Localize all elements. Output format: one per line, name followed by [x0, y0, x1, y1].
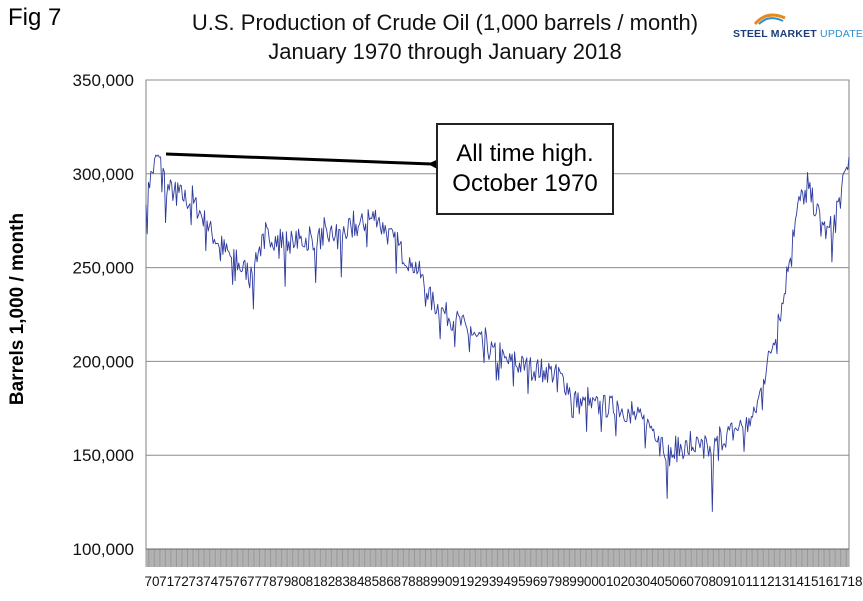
x-tick-label: 09 [716, 574, 731, 589]
x-tick-label: 87 [393, 574, 408, 589]
logo: STEEL MARKET UPDATE [733, 13, 863, 44]
x-tick-label: 74 [203, 574, 219, 589]
x-tick-label: 82 [320, 574, 335, 589]
x-tick-label: 05 [657, 574, 672, 589]
series-line-crude-oil-production [145, 154, 850, 512]
x-tick-label: 78 [262, 574, 277, 589]
y-tick-label: 250,000 [73, 259, 134, 278]
x-tick-label: 71 [159, 574, 174, 589]
logo-brand-2: MARKET [770, 28, 817, 40]
y-tick-label: 150,000 [73, 446, 134, 465]
gridlines [146, 79, 849, 456]
x-tick-label: 13 [774, 574, 789, 589]
x-tick-label: 83 [335, 574, 350, 589]
x-tick-label: 93 [481, 574, 496, 589]
x-tick-label: 00 [584, 574, 599, 589]
annotation-arrow [165, 152, 450, 176]
x-tick-label: 72 [174, 574, 189, 589]
x-tick-label: 90 [437, 574, 452, 589]
x-tick-label: 99 [569, 574, 584, 589]
x-tick-label: 79 [276, 574, 291, 589]
annotation-line-2: October 1970 [452, 170, 598, 197]
annotation-box: All time high. October 1970 [436, 123, 614, 215]
x-tick-label: 98 [555, 574, 570, 589]
x-tick-label: 97 [540, 574, 555, 589]
logo-text: STEEL MARKET UPDATE [733, 28, 863, 40]
y-axis: 100,000 150,000 200,000 250,000 300,000 350,0… [73, 71, 134, 559]
x-tick-label: 70 [144, 574, 159, 589]
series-group [145, 154, 850, 512]
x-tick-label: 77 [247, 574, 262, 589]
x-tick-label: 76 [232, 574, 247, 589]
x-tick-label: 75 [218, 574, 233, 589]
x-tick-label: 12 [760, 574, 775, 589]
x-tick-label: 06 [672, 574, 687, 589]
x-tick-label: 92 [467, 574, 482, 589]
x-tick-label: 84 [350, 574, 366, 589]
x-tick-label: 91 [452, 574, 467, 589]
x-tick-label: 96 [525, 574, 540, 589]
x-tick-label: 14 [789, 574, 805, 589]
x-axis: 70 71 72 73 74 75 76 77 78 79 80 81 82 83 84 85 86 87 88 89… [144, 548, 863, 589]
y-tick-label: 350,000 [73, 71, 134, 90]
x-tick-label: 95 [511, 574, 526, 589]
x-tick-label: 08 [701, 574, 716, 589]
x-tick-label: 03 [628, 574, 643, 589]
x-tick-label: 88 [408, 574, 423, 589]
x-tick-label: 81 [306, 574, 321, 589]
x-tick-label: 85 [364, 574, 379, 589]
y-tick-label: 200,000 [73, 352, 134, 371]
x-tick-label: 04 [642, 574, 658, 589]
x-tick-label: 10 [730, 574, 745, 589]
logo-brand-3: UPDATE [820, 28, 863, 40]
x-tick-label: 07 [686, 574, 701, 589]
chart-title-block: U.S. Production of Crude Oil (1,000 barr… [165, 8, 725, 66]
annotation-line-1: All time high. [456, 140, 594, 167]
x-tick-label: 16 [818, 574, 833, 589]
x-tick-label: 17 [833, 574, 848, 589]
y-tick-label: 300,000 [73, 165, 134, 184]
x-tick-label: 80 [291, 574, 306, 589]
chart-subtitle: January 1970 through January 2018 [268, 39, 622, 64]
logo-brand: STEEL [733, 28, 768, 40]
x-tick-label: 86 [379, 574, 394, 589]
x-tick-label: 01 [599, 574, 614, 589]
x-tick-label: 94 [496, 574, 512, 589]
chart-title: U.S. Production of Crude Oil (1,000 barr… [191, 10, 699, 35]
x-tick-label: 11 [745, 574, 759, 589]
x-tick-label: 89 [423, 574, 438, 589]
figure-label: Fig 7 [8, 4, 62, 31]
y-axis-label: Barrels 1,000 / month [7, 212, 28, 406]
x-tick-label: 18 [847, 574, 862, 589]
x-tick-label: 02 [613, 574, 628, 589]
y-tick-label: 100,000 [73, 540, 134, 559]
x-tick-label: 15 [804, 574, 819, 589]
logo-swoosh-icon [753, 13, 786, 26]
x-tick-label: 73 [188, 574, 203, 589]
